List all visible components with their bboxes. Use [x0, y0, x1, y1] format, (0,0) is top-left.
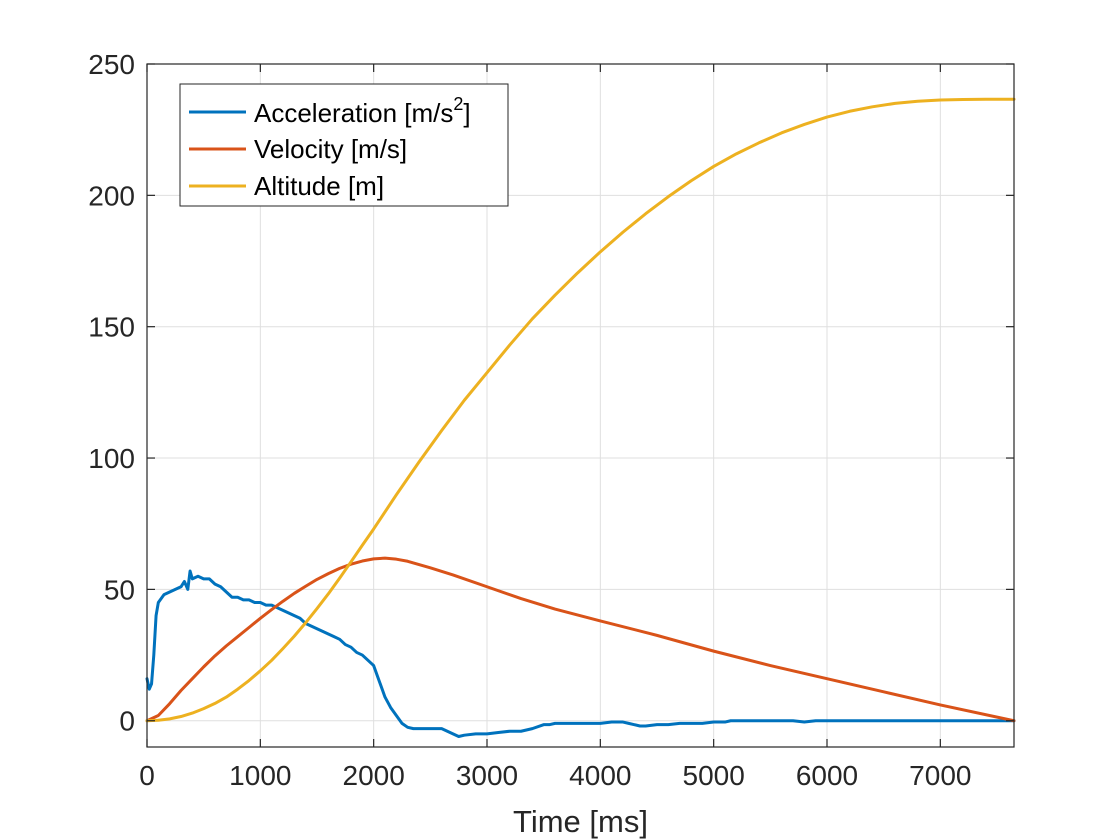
x-tick-labels: 0 1000 2000 3000 4000 5000 6000 7000: [139, 760, 971, 791]
x-tick-label: 0: [139, 760, 155, 791]
acceleration-line: [145, 569, 1016, 738]
y-tick-label: 150: [88, 312, 135, 343]
x-tick-label: 5000: [683, 760, 745, 791]
series-layer: [145, 97, 1016, 738]
legend-label-velocity: Velocity [m/s]: [254, 134, 407, 164]
tick-marks: [146, 63, 1014, 747]
x-axis-label: Time [ms]: [513, 804, 648, 839]
y-tick-label: 50: [104, 574, 135, 605]
legend-label-acceleration: Acceleration [m/s2]: [254, 94, 471, 128]
y-tick-label: 250: [88, 49, 135, 80]
y-tick-labels: 0 50 100 150 200 250: [88, 49, 135, 737]
y-tick-label: 200: [88, 180, 135, 211]
x-tick-label: 6000: [796, 760, 858, 791]
y-tick-label: 100: [88, 443, 135, 474]
x-tick-label: 2000: [343, 760, 405, 791]
x-tick-label: 7000: [909, 760, 971, 791]
legend: Acceleration [m/s2] Velocity [m/s] Altit…: [179, 83, 509, 207]
altitude-line: [145, 97, 1016, 723]
x-tick-label: 1000: [229, 760, 291, 791]
legend-label-altitude: Altitude [m]: [254, 171, 384, 201]
x-tick-label: 3000: [456, 760, 518, 791]
y-tick-label: 0: [119, 706, 135, 737]
x-tick-label: 4000: [569, 760, 631, 791]
plot-frame: [146, 63, 1015, 748]
